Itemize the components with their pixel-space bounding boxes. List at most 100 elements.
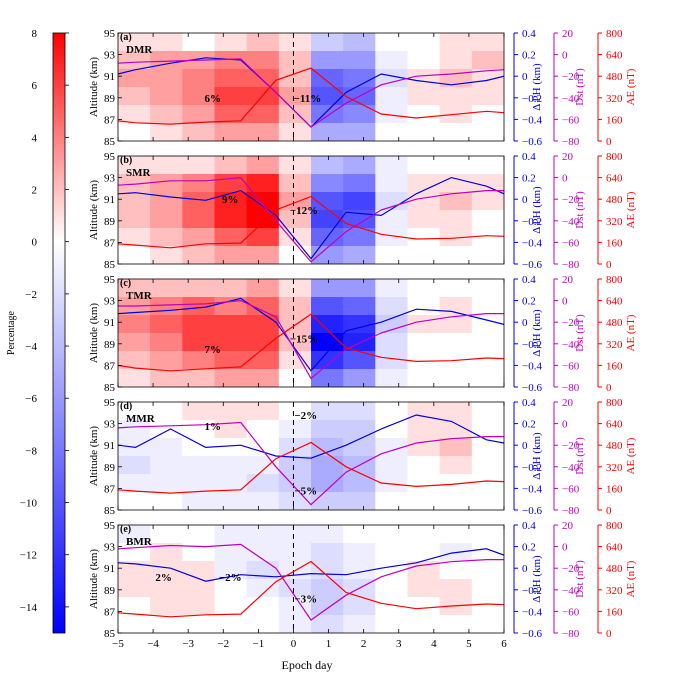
heatmap-cell bbox=[246, 597, 280, 616]
dph-tick-label: 0 bbox=[522, 71, 528, 83]
heatmap-cell bbox=[150, 333, 183, 352]
heatmap-cell bbox=[311, 315, 344, 334]
dph-tick-label: 0.4 bbox=[522, 151, 536, 163]
percent-annotation: 2% bbox=[155, 572, 172, 584]
heatmap-cell bbox=[311, 51, 344, 70]
heatmap-cell bbox=[150, 543, 183, 562]
heatmap-cell bbox=[375, 438, 409, 457]
dph-axis-label: Δ PH (km) bbox=[531, 555, 543, 603]
dph-tick-label: 0 bbox=[522, 317, 528, 329]
altitude-tick-label: 91 bbox=[104, 71, 115, 83]
heatmap-cell bbox=[118, 492, 151, 510]
colorbar-tick-label: −8 bbox=[25, 445, 37, 457]
dph-tick-label: −0.6 bbox=[522, 628, 542, 640]
dst-tick-label: −60 bbox=[562, 483, 580, 495]
dph-axis-label: Δ PH (km) bbox=[531, 186, 543, 234]
heatmap-cell bbox=[439, 525, 473, 544]
heatmap-cell bbox=[246, 51, 280, 70]
dph-tick-label: −0.2 bbox=[522, 93, 542, 105]
dst-tick-label: 0 bbox=[562, 542, 568, 554]
heatmap-cell bbox=[439, 333, 473, 352]
heatmap-cell bbox=[246, 279, 280, 298]
heatmap-cell bbox=[118, 315, 151, 334]
heatmap-cell bbox=[150, 228, 183, 247]
heatmap-cell bbox=[118, 156, 151, 175]
heatmap-cell bbox=[471, 615, 504, 633]
heatmap-cell bbox=[471, 51, 504, 70]
heatmap-cell bbox=[439, 561, 473, 580]
heatmap-cell bbox=[375, 474, 409, 493]
heatmap-cell bbox=[150, 69, 183, 88]
dst-axis-label: Dst (nT) bbox=[574, 314, 586, 352]
heatmap-cell bbox=[311, 615, 344, 633]
heatmap-cell bbox=[407, 156, 441, 175]
heatmap-cell bbox=[118, 69, 151, 88]
dph-tick-label: −0.4 bbox=[522, 360, 542, 372]
heatmap-cell bbox=[343, 279, 376, 298]
heatmap-cell bbox=[214, 210, 248, 229]
heatmap-cell bbox=[118, 123, 151, 141]
heatmap-cell bbox=[214, 228, 248, 247]
heatmap-cell bbox=[278, 51, 312, 70]
percent-annotation: 7% bbox=[204, 344, 221, 356]
heatmap-cell bbox=[407, 402, 441, 421]
percent-annotation: 1% bbox=[204, 421, 221, 433]
panel-bmr: 95 93 91 89 87 85 Altitude (km) −5 −4 −3 −2 −1 0 1 2 3 4… bbox=[88, 520, 637, 650]
dph-tick-label: −0.6 bbox=[522, 505, 542, 517]
heatmap-cell bbox=[375, 615, 409, 633]
heatmap-cell bbox=[471, 420, 504, 439]
heatmap-cell bbox=[375, 351, 409, 370]
heatmap-cell bbox=[407, 474, 441, 493]
heatmap-cell bbox=[182, 525, 216, 544]
series-dst-line bbox=[118, 543, 504, 621]
heatmap-cell bbox=[343, 69, 376, 88]
heatmap-cell bbox=[246, 615, 280, 633]
colorbar-label: Percentage bbox=[6, 311, 17, 355]
dph-tick-label: −0.2 bbox=[522, 216, 542, 228]
heatmap-cell bbox=[311, 69, 344, 88]
percent-annotation: −5% bbox=[294, 486, 317, 498]
x-tick-label: 5 bbox=[466, 638, 472, 650]
heatmap-cell bbox=[439, 246, 473, 264]
heatmap-cell bbox=[471, 402, 504, 421]
altitude-tick-label: 89 bbox=[104, 339, 116, 351]
ae-tick-label: 160 bbox=[606, 360, 623, 372]
dst-tick-label: 0 bbox=[562, 173, 568, 185]
dst-tick-label: −80 bbox=[562, 382, 580, 394]
heatmap-cell bbox=[246, 246, 280, 264]
dph-tick-label: −0.6 bbox=[522, 136, 542, 148]
ae-tick-label: 0 bbox=[606, 382, 612, 394]
heatmap-cell bbox=[278, 297, 312, 316]
dph-axis-label: Δ PH (km) bbox=[531, 309, 543, 357]
heatmap-cell bbox=[343, 33, 376, 52]
heatmap-cell bbox=[246, 156, 280, 175]
heatmap-cell bbox=[150, 156, 183, 175]
altitude-tick-label: 93 bbox=[104, 419, 116, 431]
heatmap-cell bbox=[182, 210, 216, 229]
dst-tick-label: 0 bbox=[562, 296, 568, 308]
heatmap-cell bbox=[407, 333, 441, 352]
heatmap-cell bbox=[214, 315, 248, 334]
heatmap-cell bbox=[407, 543, 441, 562]
heatmap-cell bbox=[246, 333, 280, 352]
heatmap-cell bbox=[343, 420, 376, 439]
x-tick-label: 1 bbox=[326, 638, 332, 650]
heatmap-cell bbox=[471, 69, 504, 88]
heatmap-cell bbox=[246, 315, 280, 334]
ae-tick-label: 640 bbox=[606, 542, 623, 554]
dph-tick-label: −0.4 bbox=[522, 606, 542, 618]
heatmap-cell bbox=[246, 33, 280, 52]
heatmap-cell bbox=[343, 174, 376, 193]
heatmap-cell bbox=[439, 279, 473, 298]
heatmap-cell bbox=[343, 369, 376, 387]
ae-tick-label: 640 bbox=[606, 296, 623, 308]
heatmap-cell bbox=[407, 369, 441, 387]
heatmap-cell bbox=[407, 297, 441, 316]
colorbar-tick-label: −2 bbox=[25, 289, 37, 301]
dph-tick-label: 0.4 bbox=[522, 397, 536, 409]
heatmap-cell bbox=[471, 474, 504, 493]
heatmap-cell bbox=[118, 228, 151, 247]
altitude-tick-label: 93 bbox=[104, 296, 116, 308]
colorbar: 8 6 4 2 0 −2 −4 −6 −8 −10 −12 −14 Percentage bbox=[6, 28, 69, 634]
heatmap-cell bbox=[471, 228, 504, 247]
